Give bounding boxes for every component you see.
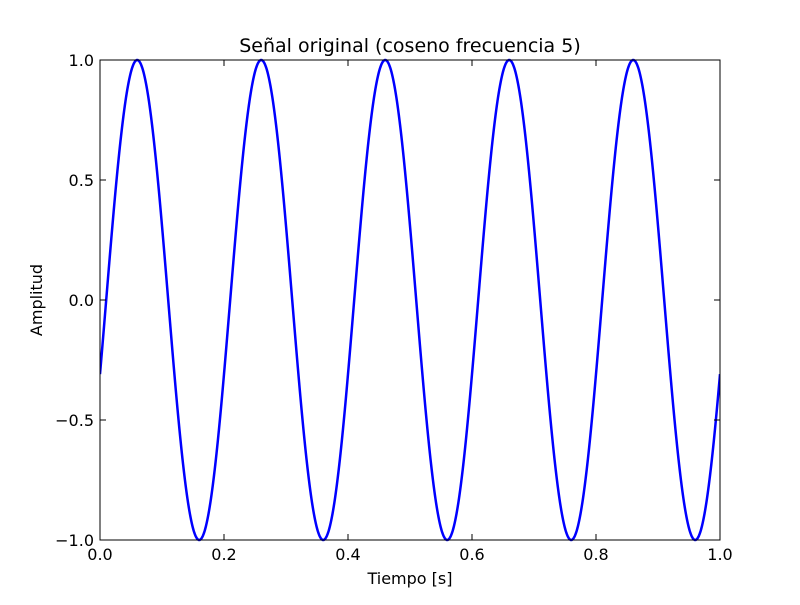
x-tick-label: 0.4 (335, 545, 360, 564)
y-tick-label: 0.5 (69, 171, 94, 190)
y-axis-label: Amplitud (27, 264, 46, 336)
y-tick-label: 0.0 (69, 291, 94, 310)
x-axis-label: Tiempo [s] (366, 569, 452, 588)
chart-title: Señal original (coseno frecuencia 5) (239, 35, 581, 57)
plot-frame (99, 59, 721, 541)
plot-layer (100, 58, 720, 542)
series-line-0 (100, 58, 720, 542)
x-tick-label: 0.2 (211, 545, 236, 564)
x-tick-label: 0.6 (459, 545, 484, 564)
x-tick-label: 1.0 (707, 545, 732, 564)
y-tick-label: −1.0 (55, 531, 94, 550)
y-tick-label: 1.0 (69, 51, 94, 70)
x-tick-label: 0.8 (583, 545, 608, 564)
ticks-layer: 0.0 0.2 0.4 0.6 0.8 1.0 −1.0 −0.5 0.0 0.5 1.0 (55, 51, 733, 564)
x-tick-label: 0.0 (87, 545, 112, 564)
y-tick-label: −0.5 (55, 411, 94, 430)
